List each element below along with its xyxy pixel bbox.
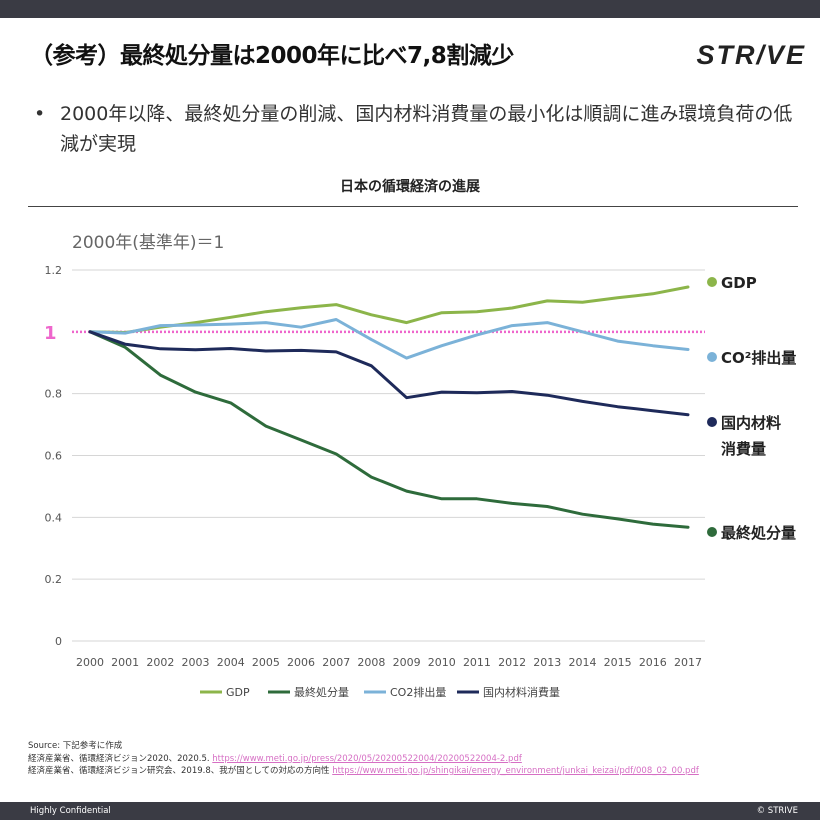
- bullet-marker: •: [34, 103, 46, 125]
- strive-logo: STR/VE: [696, 40, 806, 70]
- bullet-text: 2000年以降、最終処分量の削減、国内材料消費量の最小化は順調に進み環境負荷の低…: [60, 103, 793, 155]
- side-label-line2: 消費量: [721, 440, 766, 458]
- source-line-2-text: 経済産業省、循環経済ビジョン研究会、2019.8、我が国としての対応の方向性: [28, 766, 330, 776]
- x-tick-label: 2010: [428, 656, 456, 669]
- side-label: GDP: [721, 274, 757, 292]
- source-link-2[interactable]: https://www.meti.go.jp/shingikai/energy_…: [332, 766, 699, 776]
- x-tick-label: 2016: [639, 656, 667, 669]
- side-label: CO²排出量: [721, 349, 796, 367]
- source-heading: Source: 下記参考に作成: [28, 741, 123, 751]
- y-tick-label: 0.6: [45, 450, 63, 463]
- series-line: [88, 285, 690, 334]
- bullet-point: • 2000年以降、最終処分量の削減、国内材料消費量の最小化は順調に進み環境負荷…: [34, 99, 804, 159]
- side-label-marker: [707, 527, 717, 537]
- x-tick-label: 2005: [252, 656, 280, 669]
- x-tick-label: 2011: [463, 656, 491, 669]
- footer-bar: Highly Confidential © STRIVE: [0, 802, 820, 820]
- y-tick-label: 0.4: [45, 511, 63, 524]
- x-tick-label: 2012: [498, 656, 526, 669]
- chart-title: 日本の循環経済の進展: [340, 179, 480, 195]
- legend-label: 最終処分量: [294, 685, 349, 699]
- y-tick-label: 1.2: [45, 264, 63, 277]
- side-label-marker: [707, 417, 717, 427]
- series-line: [88, 318, 690, 360]
- x-tick-label: 2014: [568, 656, 596, 669]
- source-line-1-text: 経済産業省、循環経済ビジョン2020、2020.5.: [28, 753, 210, 764]
- y-tick-label: 0: [55, 635, 62, 648]
- series-line: [88, 330, 690, 417]
- side-label: 国内材料: [721, 414, 781, 432]
- x-tick-label: 2009: [393, 656, 421, 669]
- x-tick-label: 2003: [182, 656, 210, 669]
- y-tick-label: 0.8: [45, 388, 63, 401]
- series-line: [88, 330, 690, 529]
- source-link-1[interactable]: https://www.meti.go.jp/press/2020/05/202…: [212, 753, 522, 764]
- x-tick-label: 2006: [287, 656, 315, 669]
- source-line-2: 経済産業省、循環経済ビジョン研究会、2019.8、我が国としての対応の方向性 h…: [28, 765, 699, 778]
- line-chart: 2000年(基準年)＝1 0 0.2 0.4 0.6 0.8 1.2 1 GDP CO²排出…: [44, 233, 796, 699]
- x-tick-label: 2002: [146, 656, 174, 669]
- y-tick-label: 0.2: [45, 573, 63, 586]
- side-label-marker: [707, 277, 717, 287]
- x-tick-label: 2015: [604, 656, 632, 669]
- chart-title-rule: [28, 206, 798, 207]
- chart-subtitle: 2000年(基準年)＝1: [72, 233, 224, 253]
- x-tick-label: 2004: [217, 656, 245, 669]
- page-title: （参考）最終処分量は2000年に比べ7,8割減少: [30, 43, 514, 69]
- footer-copyright: © STRIVE: [756, 806, 798, 816]
- source-notes: Source: 下記参考に作成 経済産業省、循環経済ビジョン2020、2020.…: [28, 740, 699, 778]
- top-bar: [0, 0, 820, 18]
- side-label: 最終処分量: [721, 524, 796, 542]
- x-tick-label: 2007: [322, 656, 350, 669]
- footer-confidential: Highly Confidential: [30, 806, 111, 816]
- source-line-1: 経済産業省、循環経済ビジョン2020、2020.5. https://www.m…: [28, 753, 699, 766]
- x-tick-label: 2001: [111, 656, 139, 669]
- x-tick-label: 2013: [533, 656, 561, 669]
- baseline-label: 1: [44, 323, 57, 344]
- side-label-marker: [707, 352, 717, 362]
- x-tick-label: 2017: [674, 656, 702, 669]
- legend-label: CO2排出量: [390, 685, 446, 699]
- x-tick-label: 2008: [357, 656, 385, 669]
- x-tick-label: 2000: [76, 656, 104, 669]
- legend-label: GDP: [226, 686, 250, 699]
- legend-label: 国内材料消費量: [483, 685, 560, 699]
